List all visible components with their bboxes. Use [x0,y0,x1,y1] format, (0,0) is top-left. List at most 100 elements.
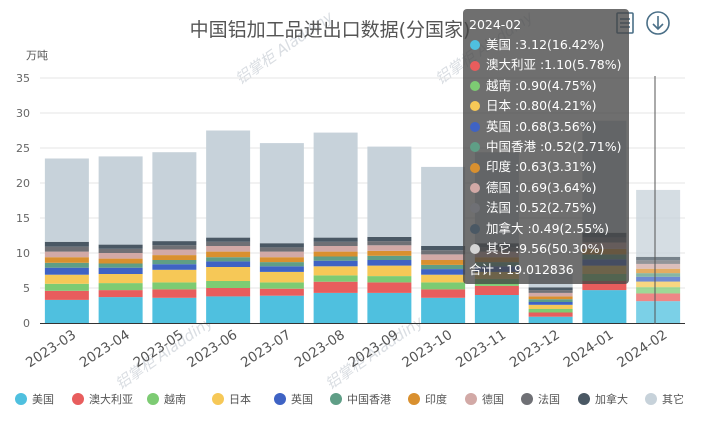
legend-item[interactable]: 英国 [274,392,313,406]
bar-segment[interactable] [582,281,627,291]
bar-segment[interactable] [313,275,358,282]
bar-segment[interactable] [259,288,304,296]
bar-segment[interactable] [152,260,197,265]
bar-segment[interactable] [259,282,304,289]
bar-segment[interactable] [206,246,251,252]
bar-segment[interactable] [152,282,197,290]
bar-segment[interactable] [98,283,143,291]
bar-segment[interactable] [44,283,89,291]
bar-segment[interactable] [44,158,89,242]
bar-segment[interactable] [636,189,681,257]
bar-segment[interactable] [206,281,251,288]
bar-segment[interactable] [259,251,304,258]
bar-segment[interactable] [421,254,466,260]
bar-segment[interactable] [528,292,573,297]
bar-segment[interactable] [367,241,412,246]
bar-segment[interactable] [421,297,466,323]
legend-item[interactable]: 法国 [521,392,560,406]
bar-segment[interactable] [259,257,304,263]
bar-segment[interactable] [421,274,466,283]
download-button[interactable] [646,11,670,35]
bar-segment[interactable] [528,296,573,300]
bar-segment[interactable] [367,255,412,260]
bar-segment[interactable] [98,297,143,323]
bar-segment[interactable] [206,261,251,267]
bar-segment[interactable] [259,266,304,272]
bar-segment[interactable] [636,268,681,274]
bar-segment[interactable] [636,281,681,288]
bar-segment[interactable] [206,241,251,246]
bar-segment[interactable] [98,248,143,253]
bar-segment[interactable] [206,257,251,262]
legend-item[interactable]: 澳大利亚 [72,392,133,406]
bar-segment[interactable] [367,236,412,242]
bar-segment[interactable] [367,276,412,283]
bar-segment[interactable] [259,271,304,283]
legend-item[interactable]: 德国 [465,392,504,406]
bar-segment[interactable] [98,274,143,284]
legend-item[interactable]: 加拿大 [578,392,628,406]
bar-segment[interactable] [474,295,519,323]
bar-segment[interactable] [636,263,681,269]
bar-segment[interactable] [636,301,681,323]
bar-segment[interactable] [421,250,466,255]
bar-segment[interactable] [152,152,197,242]
bar-segment[interactable] [528,290,573,293]
bar-segment[interactable] [259,143,304,244]
bar-segment[interactable] [528,302,573,305]
bar-segment[interactable] [206,296,251,323]
bar-segment[interactable] [44,241,89,247]
bar-segment[interactable] [636,276,681,282]
bar-segment[interactable] [636,273,681,277]
bar-segment[interactable] [98,244,143,249]
bar-segment[interactable] [313,251,358,257]
bar-segment[interactable] [367,146,412,237]
bar-segment[interactable] [528,309,573,313]
bar-segment[interactable] [44,290,89,300]
bar-segment[interactable] [98,258,143,264]
bar-segment[interactable] [206,267,251,281]
legend-item[interactable]: 日本 [212,392,251,406]
bar-segment[interactable] [636,287,681,294]
bar-segment[interactable] [44,267,89,275]
bar-segment[interactable] [98,290,143,298]
bar-segment[interactable] [206,288,251,297]
bar-segment[interactable] [152,264,197,270]
bar-segment[interactable] [98,267,143,274]
legend-item[interactable]: 印度 [408,392,447,406]
bar-segment[interactable] [152,289,197,298]
bar-segment[interactable] [528,316,573,323]
bar-segment[interactable] [44,299,89,323]
bar-segment[interactable] [152,255,197,260]
bar-segment[interactable] [313,246,358,252]
bar-segment[interactable] [421,282,466,290]
bar-segment[interactable] [421,260,466,265]
bar-segment[interactable] [421,264,466,270]
bar-segment[interactable] [421,246,466,251]
bar-segment[interactable] [98,156,143,245]
bar-segment[interactable] [152,269,197,283]
bar-segment[interactable] [206,130,251,238]
bar-segment[interactable] [367,245,412,251]
bar-segment[interactable] [98,263,143,268]
bar-segment[interactable] [528,304,573,309]
bar-segment[interactable] [313,256,358,261]
bar-segment[interactable] [44,251,89,258]
bar-segment[interactable] [474,285,519,295]
bar-segment[interactable] [259,262,304,267]
bar-segment[interactable] [259,295,304,323]
bar-segment[interactable] [421,166,466,246]
legend-item[interactable]: 中国香港 [330,393,391,406]
legend-item[interactable]: 美国 [15,393,54,406]
bar-segment[interactable] [206,251,251,258]
bar-segment[interactable] [44,274,89,284]
bar-segment[interactable] [152,241,197,246]
bar-segment[interactable] [313,292,358,323]
bar-segment[interactable] [152,297,197,323]
bar-segment[interactable] [367,282,412,293]
bar-segment[interactable] [313,260,358,267]
bar-segment[interactable] [98,253,143,259]
bar-segment[interactable] [421,289,466,298]
bar-segment[interactable] [313,241,358,246]
bar-segment[interactable] [582,290,627,323]
